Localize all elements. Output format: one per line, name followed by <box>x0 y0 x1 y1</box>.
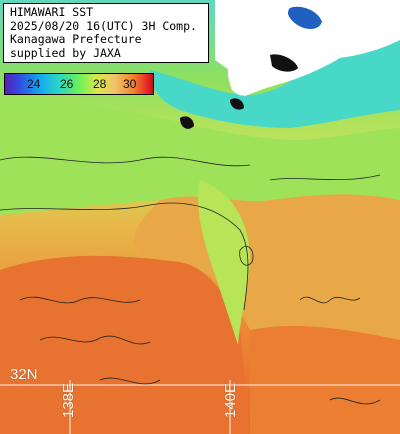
isotherm-contours <box>0 156 381 405</box>
cold-coastal-water <box>150 0 400 128</box>
map-title-box: HIMAWARI SST 2025/08/20 16(UTC) 3H Comp.… <box>3 3 209 63</box>
longitude-label: 140E <box>222 382 239 418</box>
legend-tick: 24 <box>27 77 41 91</box>
graticule <box>0 380 400 434</box>
legend-tick: 26 <box>60 77 74 91</box>
temperature-color-scale: 24 26 28 30 <box>4 73 154 95</box>
title-line-date: 2025/08/20 16(UTC) 3H Comp. <box>10 18 197 33</box>
legend-tick: 30 <box>123 77 137 91</box>
title-line-source: supplied by JAXA <box>10 45 121 60</box>
legend-tick: 28 <box>93 77 107 91</box>
green-tongue <box>198 180 250 345</box>
mid-water-band <box>133 194 400 340</box>
title-line-product: HIMAWARI SST <box>10 5 94 19</box>
longitude-label: 138E <box>60 382 77 418</box>
cool-water-band <box>0 99 400 215</box>
title-line-region: Kanagawa Prefecture <box>10 32 142 46</box>
cloud-patch <box>288 6 322 29</box>
land-peninsula <box>227 60 252 96</box>
cloud-patch <box>180 116 194 129</box>
latitude-label: 32N <box>10 366 38 383</box>
cloud-patch <box>270 54 298 72</box>
land-mass <box>215 0 400 96</box>
warm-water-region <box>0 255 250 434</box>
warm-water-east <box>250 325 400 434</box>
cloud-patch <box>230 98 244 110</box>
